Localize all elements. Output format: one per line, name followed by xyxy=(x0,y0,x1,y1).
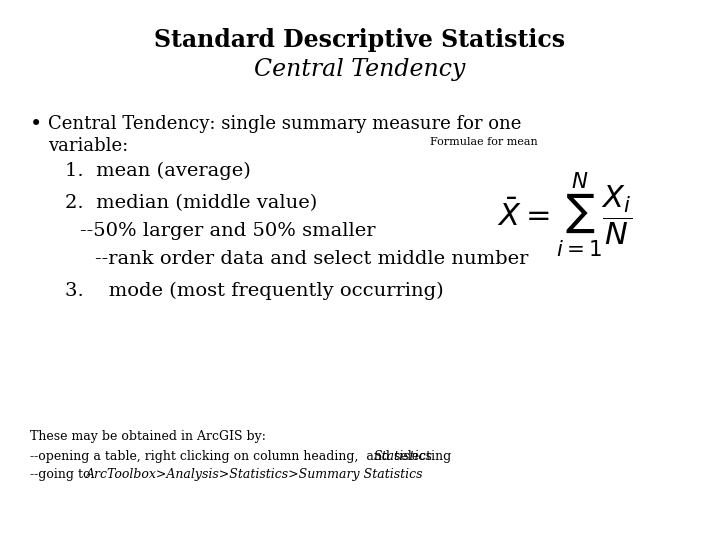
Text: --rank order data and select middle number: --rank order data and select middle numb… xyxy=(95,250,528,268)
Text: 1.  mean (average): 1. mean (average) xyxy=(65,162,251,180)
Text: Formulae for mean: Formulae for mean xyxy=(430,137,538,147)
Text: Statistics: Statistics xyxy=(374,450,432,463)
Text: Standard Descriptive Statistics: Standard Descriptive Statistics xyxy=(154,28,566,52)
Text: --opening a table, right clicking on column heading,  and selecting: --opening a table, right clicking on col… xyxy=(30,450,455,463)
Text: $\bar{X} = \sum_{i=1}^{N} \dfrac{X_i}{N}$: $\bar{X} = \sum_{i=1}^{N} \dfrac{X_i}{N}… xyxy=(498,171,633,260)
Text: 2.  median (middle value): 2. median (middle value) xyxy=(65,194,318,212)
Text: 3.    mode (most frequently occurring): 3. mode (most frequently occurring) xyxy=(65,282,444,300)
Text: Central Tendency: Central Tendency xyxy=(254,58,466,81)
Text: These may be obtained in ArcGIS by:: These may be obtained in ArcGIS by: xyxy=(30,430,266,443)
Text: ArcToolbox>Analysis>Statistics>Summary Statistics: ArcToolbox>Analysis>Statistics>Summary S… xyxy=(86,468,423,481)
Text: Central Tendency: single summary measure for one: Central Tendency: single summary measure… xyxy=(48,115,521,133)
Text: --going to: --going to xyxy=(30,468,94,481)
Text: --50% larger and 50% smaller: --50% larger and 50% smaller xyxy=(80,222,376,240)
Text: •: • xyxy=(30,115,42,134)
Text: variable:: variable: xyxy=(48,137,128,155)
